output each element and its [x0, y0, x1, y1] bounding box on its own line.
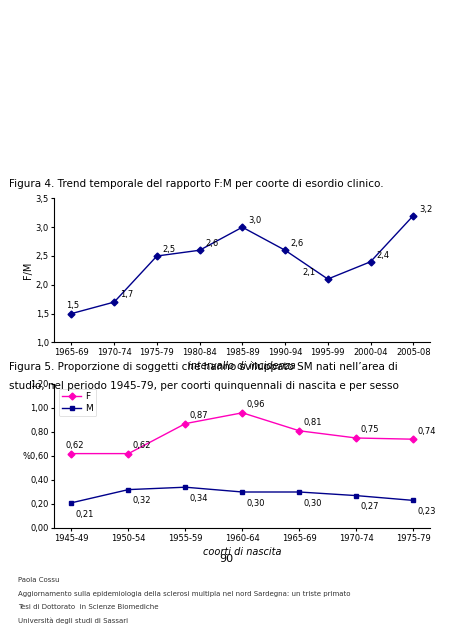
- Text: 0,81: 0,81: [304, 419, 322, 428]
- M: [354, 492, 359, 499]
- Text: 2,1: 2,1: [303, 268, 316, 277]
- Legend: F, M: F, M: [59, 388, 96, 417]
- X-axis label: intervallo di incidenza: intervallo di incidenza: [188, 361, 296, 371]
- Text: Figura 5. Proporzione di soggetti che hanno sviluppato SM nati nell’area di: Figura 5. Proporzione di soggetti che ha…: [9, 362, 398, 372]
- Text: 0,74: 0,74: [417, 427, 436, 436]
- Text: Figura 4. Trend temporale del rapporto F:M per coorte di esordio clinico.: Figura 4. Trend temporale del rapporto F…: [9, 179, 384, 189]
- Text: Paola Cossu: Paola Cossu: [18, 577, 60, 583]
- Line: F: F: [69, 410, 416, 456]
- Text: 0,23: 0,23: [417, 508, 436, 516]
- F: [183, 420, 188, 428]
- Text: 0,96: 0,96: [246, 400, 265, 409]
- Text: 1,7: 1,7: [120, 289, 133, 298]
- Text: 0,30: 0,30: [246, 499, 265, 508]
- X-axis label: coorti di nascita: coorti di nascita: [203, 547, 282, 557]
- Text: 0,75: 0,75: [361, 426, 379, 435]
- F: [69, 450, 74, 458]
- Text: 0,62: 0,62: [66, 441, 84, 450]
- Text: 2,4: 2,4: [376, 251, 389, 260]
- Text: 0,87: 0,87: [189, 411, 208, 420]
- Text: 0,34: 0,34: [189, 494, 208, 503]
- M: [183, 483, 188, 491]
- Text: Università degli studi di Sassari: Università degli studi di Sassari: [18, 618, 128, 624]
- F: [125, 450, 131, 458]
- Line: M: M: [69, 484, 416, 505]
- F: [240, 409, 245, 417]
- Text: 0,27: 0,27: [361, 502, 379, 511]
- Text: 3,0: 3,0: [248, 216, 261, 225]
- Y-axis label: F/M: F/M: [23, 262, 33, 279]
- Text: 90: 90: [219, 554, 234, 564]
- Text: 0,30: 0,30: [304, 499, 322, 508]
- Text: 3,2: 3,2: [419, 205, 432, 214]
- Text: 2,6: 2,6: [205, 239, 218, 248]
- Text: 0,62: 0,62: [133, 441, 151, 450]
- F: [297, 427, 302, 435]
- Text: 0,21: 0,21: [76, 509, 94, 518]
- Text: Tesi di Dottorato  in Scienze Biomediche: Tesi di Dottorato in Scienze Biomediche: [18, 604, 159, 610]
- Text: 2,5: 2,5: [163, 245, 176, 254]
- M: [410, 497, 416, 504]
- Text: studio, nel periodo 1945-79, per coorti quinquennali di nascita e per sesso: studio, nel periodo 1945-79, per coorti …: [9, 381, 399, 392]
- Text: 2,6: 2,6: [291, 239, 304, 248]
- F: [354, 434, 359, 442]
- F: [410, 435, 416, 443]
- M: [125, 486, 131, 493]
- Text: 0,32: 0,32: [133, 497, 151, 506]
- M: [69, 499, 74, 507]
- M: [240, 488, 245, 496]
- Text: Aggiornamento sulla epidemiologia della sclerosi multipla nel nord Sardegna: un : Aggiornamento sulla epidemiologia della …: [18, 591, 351, 596]
- Text: 1,5: 1,5: [66, 301, 79, 310]
- M: [297, 488, 302, 496]
